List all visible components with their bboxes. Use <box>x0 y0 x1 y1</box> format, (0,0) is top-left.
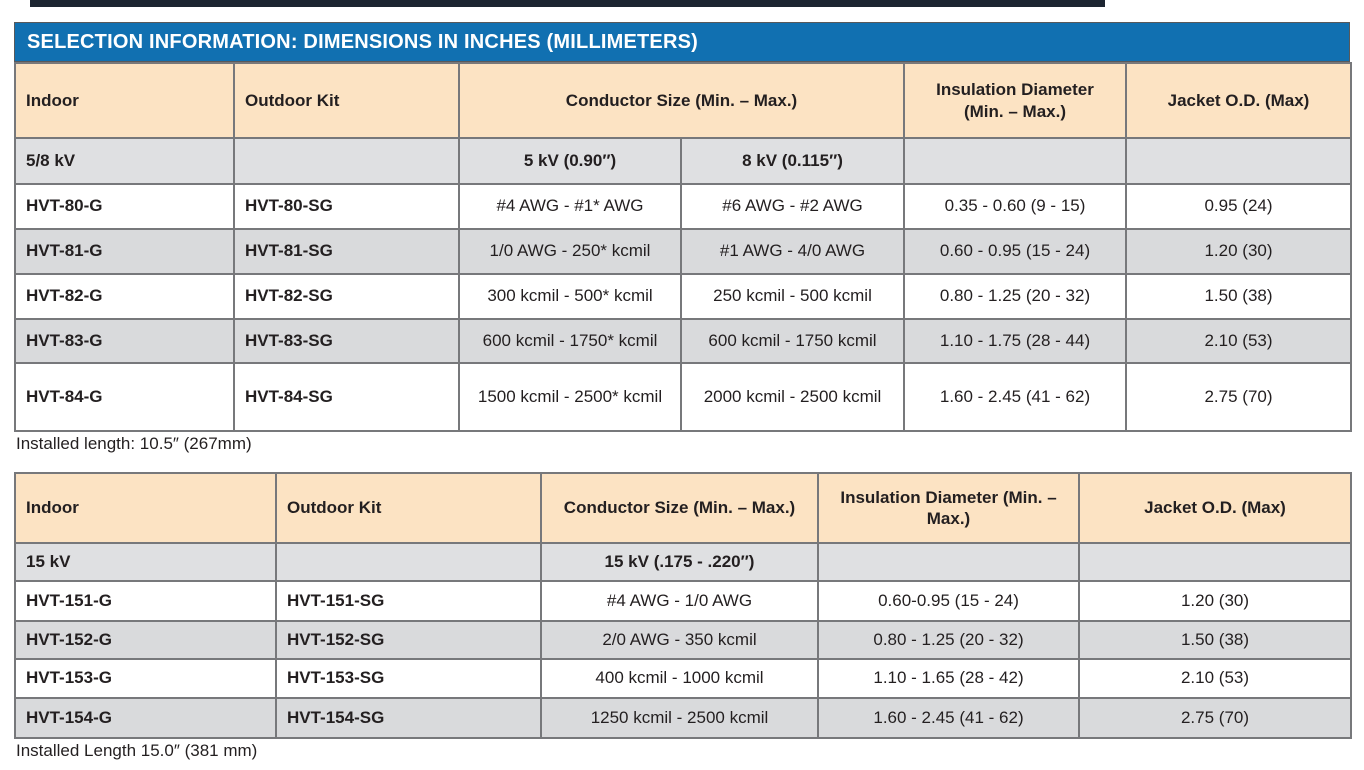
top-navy-strip <box>30 0 1105 7</box>
selection-table-15kv: Indoor Outdoor Kit Conductor Size (Min. … <box>14 472 1352 739</box>
voltage-class-label: 15 kV <box>14 542 277 582</box>
table-row: HVT-81-G HVT-81-SG 1/0 AWG - 250* kcmil … <box>14 228 1352 275</box>
table-row: HVT-84-G HVT-84-SG 1500 kcmil - 2500* kc… <box>14 362 1352 432</box>
cell-size-8kv: 250 kcmil - 500 kcmil <box>680 273 905 320</box>
cell-insulation: 0.80 - 1.25 (20 - 32) <box>903 273 1127 320</box>
col-header-jacket-od: Jacket O.D. (Max) <box>1078 472 1352 544</box>
cell-size: 1250 kcmil - 2500 kcmil <box>540 697 819 739</box>
cell-outdoor: HVT-154-SG <box>275 697 542 739</box>
cell-size: #4 AWG - 1/0 AWG <box>540 580 819 622</box>
empty-cell <box>233 137 460 185</box>
table-row: HVT-154-G HVT-154-SG 1250 kcmil - 2500 k… <box>14 697 1352 739</box>
cell-outdoor: HVT-84-SG <box>233 362 460 432</box>
voltage-class-label: 5/8 kV <box>14 137 235 185</box>
empty-cell <box>1125 137 1352 185</box>
cell-size-5kv: 600 kcmil - 1750* kcmil <box>458 318 682 364</box>
cell-indoor: HVT-80-G <box>14 183 235 230</box>
empty-cell <box>275 542 542 582</box>
col-header-outdoor-kit: Outdoor Kit <box>233 62 460 139</box>
subheader-row: 15 kV 15 kV (.175 - .220″) <box>14 542 1352 582</box>
cell-indoor: HVT-153-G <box>14 658 277 699</box>
cell-size-5kv: 1/0 AWG - 250* kcmil <box>458 228 682 275</box>
col-header-jacket-od: Jacket O.D. (Max) <box>1125 62 1352 139</box>
selection-table-5-8kv: Indoor Outdoor Kit Conductor Size (Min. … <box>14 62 1352 432</box>
cell-jacket: 2.10 (53) <box>1125 318 1352 364</box>
cell-indoor: HVT-152-G <box>14 620 277 660</box>
cell-size: 400 kcmil - 1000 kcmil <box>540 658 819 699</box>
table-row: HVT-152-G HVT-152-SG 2/0 AWG - 350 kcmil… <box>14 620 1352 660</box>
cell-jacket: 1.20 (30) <box>1125 228 1352 275</box>
cell-outdoor: HVT-82-SG <box>233 273 460 320</box>
cell-insulation: 1.10 - 1.65 (28 - 42) <box>817 658 1080 699</box>
cell-outdoor: HVT-83-SG <box>233 318 460 364</box>
col-header-insulation-diameter: Insulation Diameter (Min. – Max.) <box>903 62 1127 139</box>
col-header-conductor-size: Conductor Size (Min. – Max.) <box>540 472 819 544</box>
cell-outdoor: HVT-152-SG <box>275 620 542 660</box>
cell-indoor: HVT-83-G <box>14 318 235 364</box>
section-title-bar: SELECTION INFORMATION: DIMENSIONS IN INC… <box>14 22 1350 62</box>
cell-indoor: HVT-81-G <box>14 228 235 275</box>
subheader-8kv: 8 kV (0.115″) <box>680 137 905 185</box>
cell-size-8kv: #6 AWG - #2 AWG <box>680 183 905 230</box>
cell-insulation: 0.60 - 0.95 (15 - 24) <box>903 228 1127 275</box>
cell-size-8kv: 600 kcmil - 1750 kcmil <box>680 318 905 364</box>
col-header-outdoor-kit: Outdoor Kit <box>275 472 542 544</box>
cell-insulation: 0.60-0.95 (15 - 24) <box>817 580 1080 622</box>
col-header-insulation-diameter: Insulation Diameter (Min. – Max.) <box>817 472 1080 544</box>
header-row: Indoor Outdoor Kit Conductor Size (Min. … <box>14 62 1352 139</box>
table-row: HVT-83-G HVT-83-SG 600 kcmil - 1750* kcm… <box>14 318 1352 364</box>
cell-jacket: 2.75 (70) <box>1078 697 1352 739</box>
cell-outdoor: HVT-81-SG <box>233 228 460 275</box>
empty-cell <box>817 542 1080 582</box>
table-row: HVT-153-G HVT-153-SG 400 kcmil - 1000 kc… <box>14 658 1352 699</box>
subheader-row: 5/8 kV 5 kV (0.90″) 8 kV (0.115″) <box>14 137 1352 185</box>
cell-size-5kv: 300 kcmil - 500* kcmil <box>458 273 682 320</box>
col-header-indoor: Indoor <box>14 472 277 544</box>
cell-size: 2/0 AWG - 350 kcmil <box>540 620 819 660</box>
col-header-conductor-size: Conductor Size (Min. – Max.) <box>458 62 905 139</box>
subheader-15kv: 15 kV (.175 - .220″) <box>540 542 819 582</box>
cell-indoor: HVT-82-G <box>14 273 235 320</box>
cell-jacket: 0.95 (24) <box>1125 183 1352 230</box>
cell-jacket: 1.20 (30) <box>1078 580 1352 622</box>
empty-cell <box>1078 542 1352 582</box>
header-row: Indoor Outdoor Kit Conductor Size (Min. … <box>14 472 1352 544</box>
cell-insulation: 1.60 - 2.45 (41 - 62) <box>817 697 1080 739</box>
cell-outdoor: HVT-153-SG <box>275 658 542 699</box>
cell-jacket: 1.50 (38) <box>1078 620 1352 660</box>
cell-size-5kv: 1500 kcmil - 2500* kcmil <box>458 362 682 432</box>
table-row: HVT-82-G HVT-82-SG 300 kcmil - 500* kcmi… <box>14 273 1352 320</box>
cell-size-8kv: #1 AWG - 4/0 AWG <box>680 228 905 275</box>
cell-indoor: HVT-84-G <box>14 362 235 432</box>
cell-indoor: HVT-151-G <box>14 580 277 622</box>
table-row: HVT-151-G HVT-151-SG #4 AWG - 1/0 AWG 0.… <box>14 580 1352 622</box>
cell-jacket: 2.10 (53) <box>1078 658 1352 699</box>
cell-size-8kv: 2000 kcmil - 2500 kcmil <box>680 362 905 432</box>
installed-length-note-2: Installed Length 15.0″ (381 mm) <box>16 741 258 760</box>
cell-outdoor: HVT-80-SG <box>233 183 460 230</box>
empty-cell <box>903 137 1127 185</box>
col-header-indoor: Indoor <box>14 62 235 139</box>
cell-insulation: 1.10 - 1.75 (28 - 44) <box>903 318 1127 364</box>
installed-length-note-1: Installed length: 10.5″ (267mm) <box>16 434 252 453</box>
cell-indoor: HVT-154-G <box>14 697 277 739</box>
cell-size-5kv: #4 AWG - #1* AWG <box>458 183 682 230</box>
cell-outdoor: HVT-151-SG <box>275 580 542 622</box>
cell-jacket: 1.50 (38) <box>1125 273 1352 320</box>
section-title: SELECTION INFORMATION: DIMENSIONS IN INC… <box>27 30 699 53</box>
table-row: HVT-80-G HVT-80-SG #4 AWG - #1* AWG #6 A… <box>14 183 1352 230</box>
cell-jacket: 2.75 (70) <box>1125 362 1352 432</box>
cell-insulation: 1.60 - 2.45 (41 - 62) <box>903 362 1127 432</box>
subheader-5kv: 5 kV (0.90″) <box>458 137 682 185</box>
cell-insulation: 0.35 - 0.60 (9 - 15) <box>903 183 1127 230</box>
cell-insulation: 0.80 - 1.25 (20 - 32) <box>817 620 1080 660</box>
